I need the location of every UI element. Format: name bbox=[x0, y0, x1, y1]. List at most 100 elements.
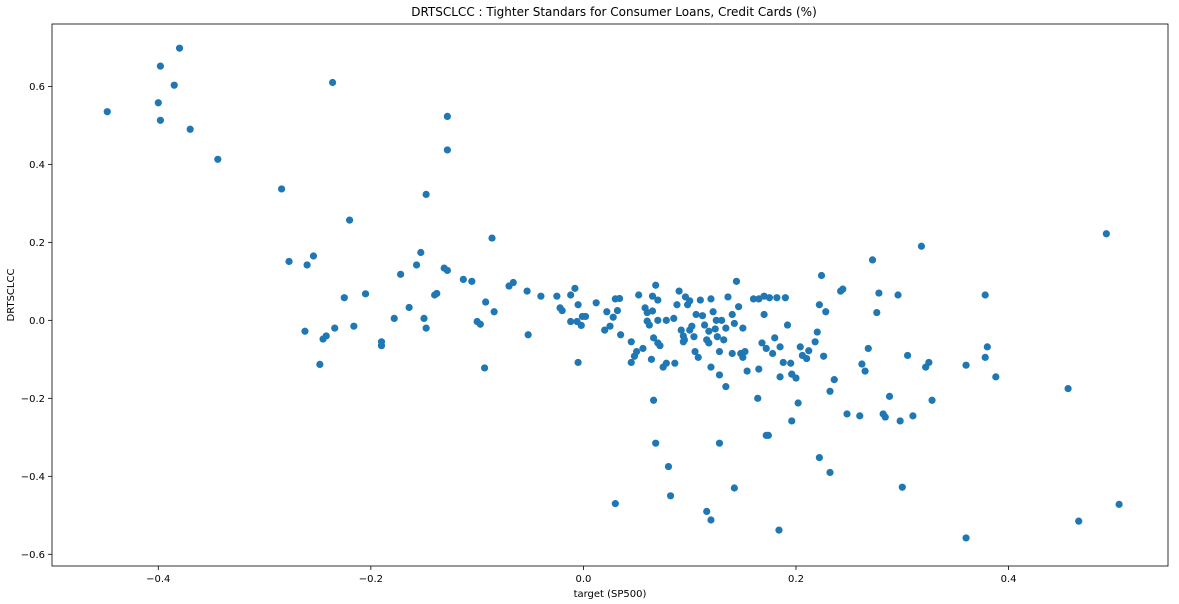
scatter-point-189 bbox=[815, 454, 823, 462]
scatter-point-172 bbox=[909, 412, 917, 420]
scatter-point-169 bbox=[894, 291, 902, 299]
scatter-point-168 bbox=[885, 392, 894, 400]
x-tick-label-0: −0.4 bbox=[146, 574, 170, 585]
scatter-point-184 bbox=[1115, 500, 1123, 508]
scatter-point-203 bbox=[652, 439, 660, 447]
scatter-point-29 bbox=[405, 303, 413, 312]
scatter-point-131 bbox=[758, 339, 766, 347]
y-tick-label-1: −0.4 bbox=[21, 472, 45, 483]
scatter-point-39 bbox=[377, 342, 386, 350]
scatter-point-130 bbox=[755, 295, 763, 303]
scatter-point-76 bbox=[635, 291, 643, 299]
scatter-point-176 bbox=[928, 396, 936, 404]
scatter-point-50 bbox=[524, 331, 532, 339]
y-tick-label-0: −0.6 bbox=[21, 550, 45, 561]
scatter-point-205 bbox=[666, 492, 675, 500]
scatter-point-86 bbox=[654, 296, 662, 304]
scatter-point-31 bbox=[420, 314, 428, 322]
scatter-point-215 bbox=[760, 310, 768, 319]
scatter-point-162 bbox=[864, 344, 872, 353]
scatter-point-55 bbox=[571, 284, 579, 292]
scatter-point-51 bbox=[553, 292, 561, 300]
scatter-point-140 bbox=[781, 294, 789, 302]
scatter-point-177 bbox=[962, 361, 970, 369]
scatter-point-6 bbox=[186, 125, 194, 133]
scatter-point-16 bbox=[303, 261, 311, 269]
scatter-point-137 bbox=[773, 294, 781, 302]
scatter-point-60 bbox=[581, 312, 590, 321]
scatter-point-147 bbox=[803, 354, 811, 363]
scatter-point-72 bbox=[627, 338, 635, 346]
scatter-point-152 bbox=[817, 271, 826, 280]
plot-frame bbox=[51, 23, 1169, 567]
scatter-point-210 bbox=[705, 327, 713, 335]
x-axis-label: target (SP500) bbox=[574, 589, 647, 600]
scatter-point-45 bbox=[480, 364, 489, 372]
scatter-point-198 bbox=[722, 383, 730, 391]
scatter-point-4 bbox=[156, 116, 165, 124]
scatter-point-90 bbox=[656, 342, 664, 350]
scatter-point-12 bbox=[422, 190, 430, 198]
scatter-point-161 bbox=[861, 367, 869, 375]
scatter-point-128 bbox=[743, 367, 751, 375]
scatter-point-171 bbox=[904, 351, 912, 360]
scatter-point-209 bbox=[728, 349, 736, 358]
y-tick-label-3: 0.0 bbox=[29, 316, 45, 327]
scatter-point-153 bbox=[820, 352, 828, 360]
scatter-point-105 bbox=[691, 347, 699, 356]
scatter-point-119 bbox=[722, 324, 730, 332]
scatter-point-19 bbox=[417, 248, 425, 257]
scatter-point-23 bbox=[459, 275, 467, 283]
scatter-point-127 bbox=[741, 347, 749, 356]
scatter-point-53 bbox=[558, 307, 566, 315]
x-axis-ticks: −0.4 −0.2 0.0 0.2 0.4 bbox=[146, 566, 1017, 585]
x-tick-label-1: −0.2 bbox=[359, 574, 383, 585]
scatter-point-118 bbox=[720, 336, 728, 344]
scatter-point-65 bbox=[601, 326, 609, 334]
scatter-point-141 bbox=[783, 321, 792, 329]
scatter-point-70 bbox=[617, 331, 625, 339]
scatter-point-181 bbox=[992, 373, 1000, 381]
scatter-point-44 bbox=[476, 320, 484, 328]
scatter-point-42 bbox=[490, 308, 498, 316]
scatter-point-148 bbox=[805, 347, 813, 355]
scatter-point-197 bbox=[715, 371, 724, 379]
scatter-point-111 bbox=[705, 339, 713, 347]
scatter-point-136 bbox=[771, 334, 779, 342]
scatter-point-115 bbox=[713, 333, 721, 341]
scatter-point-30 bbox=[390, 314, 398, 322]
scatter-point-14 bbox=[488, 234, 496, 242]
points-layer bbox=[103, 44, 1123, 542]
x-tick-label-4: 0.4 bbox=[1001, 574, 1017, 585]
scatter-point-173 bbox=[917, 242, 926, 250]
scatter-point-0 bbox=[103, 108, 111, 116]
scatter-point-27 bbox=[361, 290, 370, 298]
scatter-point-18 bbox=[412, 261, 421, 269]
scatter-point-122 bbox=[730, 319, 738, 328]
scatter-point-47 bbox=[509, 278, 517, 287]
scatter-point-216 bbox=[776, 373, 784, 381]
scatter-point-182 bbox=[1064, 384, 1072, 393]
scatter-point-17 bbox=[309, 252, 318, 260]
scatter-point-149 bbox=[811, 338, 819, 346]
scatter-point-129 bbox=[749, 295, 758, 303]
scatter-point-57 bbox=[567, 317, 575, 326]
scatter-point-202 bbox=[649, 396, 658, 404]
scatter-point-8 bbox=[328, 78, 337, 87]
scatter-point-135 bbox=[769, 349, 777, 358]
scatter-point-3 bbox=[154, 99, 162, 107]
scatter-point-126 bbox=[739, 324, 747, 332]
scatter-point-204 bbox=[664, 462, 673, 471]
scatter-point-178 bbox=[981, 291, 989, 299]
scatter-point-77 bbox=[639, 344, 647, 353]
scatter-point-117 bbox=[718, 316, 726, 324]
y-tick-label-2: −0.2 bbox=[21, 394, 45, 405]
scatter-point-180 bbox=[981, 353, 989, 361]
scatter-point-134 bbox=[765, 294, 774, 302]
scatter-point-106 bbox=[694, 353, 702, 361]
scatter-point-145 bbox=[796, 343, 804, 351]
scatter-point-24 bbox=[468, 277, 476, 285]
scatter-point-211 bbox=[692, 310, 700, 319]
scatter-point-187 bbox=[898, 483, 906, 491]
scatter-point-63 bbox=[574, 358, 582, 367]
